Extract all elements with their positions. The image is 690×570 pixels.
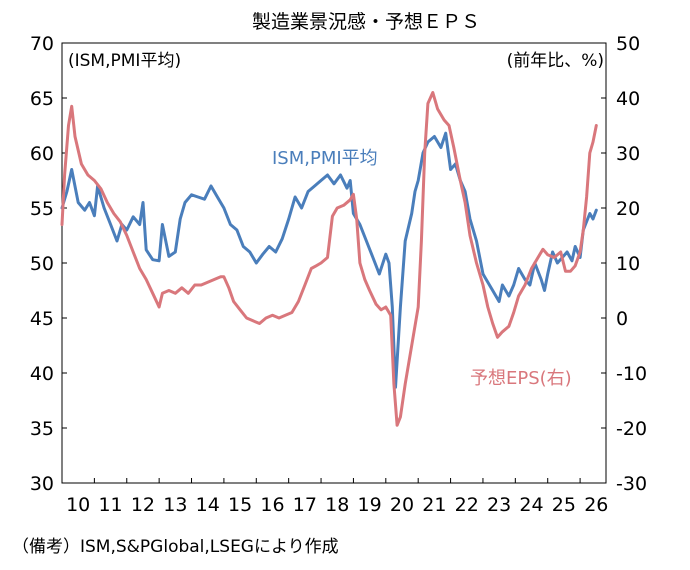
- x-tick-label: 22: [455, 494, 479, 516]
- left-tick-label: 65: [30, 88, 54, 110]
- source-footnote: （備考）ISM,S&PGlobal,LSEGにより作成: [12, 537, 339, 557]
- left-tick-label: 30: [30, 473, 54, 495]
- right-axis-ticks: -30 -20 -10 0 10 20 30 40 50: [601, 33, 647, 495]
- series-layer: [60, 91, 598, 427]
- plot-border: [61, 42, 607, 484]
- right-tick-label: -30: [616, 473, 647, 495]
- x-tick-label: 16: [260, 494, 284, 516]
- x-tick-label: 18: [325, 494, 349, 516]
- left-axis-unit: (ISM,PMI平均): [68, 51, 181, 71]
- plot-area: [61, 42, 607, 484]
- x-tick-label: 17: [293, 494, 317, 516]
- right-tick-label: 20: [616, 198, 640, 220]
- x-tick-label: 20: [390, 494, 414, 516]
- right-tick-label: 50: [616, 33, 640, 55]
- x-tick-label: 25: [552, 494, 576, 516]
- left-tick-label: 60: [30, 143, 54, 165]
- x-tick-label: 14: [196, 494, 220, 516]
- x-tick-label: 12: [131, 494, 155, 516]
- x-tick-label: 10: [66, 494, 90, 516]
- right-tick-label: 0: [616, 308, 628, 330]
- left-tick-label: 45: [30, 308, 54, 330]
- right-tick-label: -20: [616, 418, 647, 440]
- left-tick-label: 35: [30, 418, 54, 440]
- eps-series-label: 予想EPS(右): [470, 368, 572, 389]
- x-tick-label: 19: [358, 494, 382, 516]
- x-tick-label: 26: [584, 494, 608, 516]
- left-tick-label: 70: [30, 33, 54, 55]
- chart-title: 製造業景況感・予想ＥＰＳ: [252, 11, 480, 33]
- right-tick-label: 10: [616, 253, 640, 275]
- right-axis-unit: (前年比、%): [507, 51, 604, 71]
- ism-pmi-line: [60, 131, 598, 389]
- x-tick-label: 23: [487, 494, 511, 516]
- x-tick-label: 15: [228, 494, 252, 516]
- left-tick-label: 50: [30, 253, 54, 275]
- right-tick-label: 40: [616, 88, 640, 110]
- x-tick-label: 24: [519, 494, 543, 516]
- left-axis-ticks: 30 35 40 45 50 55 60 65 70: [30, 33, 67, 495]
- x-tick-label: 13: [163, 494, 187, 516]
- left-tick-label: 55: [30, 198, 54, 220]
- eps-line: [60, 91, 598, 427]
- right-tick-label: 30: [616, 143, 640, 165]
- x-axis-ticks: 10 11 12 13 14 15 16 17 18 19 20 21 22 23 24 25 26: [61, 478, 608, 516]
- left-tick-label: 40: [30, 363, 54, 385]
- ism-series-label: ISM,PMI平均: [272, 148, 378, 169]
- x-tick-label: 11: [98, 494, 122, 516]
- x-tick-label: 21: [422, 494, 446, 516]
- right-tick-label: -10: [616, 363, 647, 385]
